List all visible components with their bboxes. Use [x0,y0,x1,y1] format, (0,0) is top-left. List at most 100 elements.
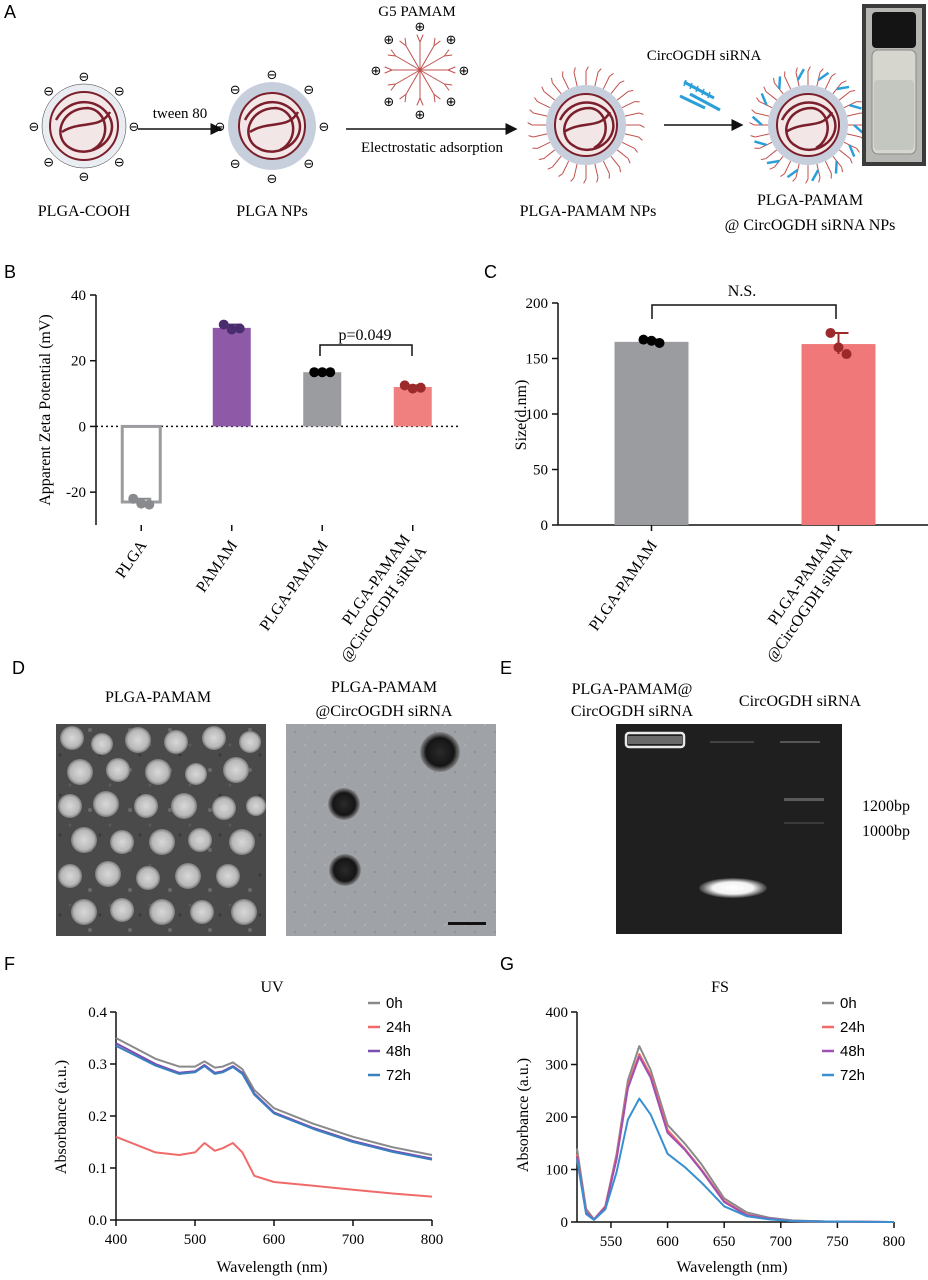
charge-icon: ⊖ [43,155,54,170]
dendrimer-branch [419,97,424,106]
pamam-fringe [596,177,599,183]
panel-c: C Size(d.nm) 200 150 100 50 0 PLGA-PAMAM PLGA-… [484,262,928,665]
dendrimer-branch [412,69,421,83]
y-tick-label: 50 [533,463,548,479]
g-title: FS [711,979,729,996]
pamam-fringe [562,76,570,90]
legend-label: 0h [386,995,403,1012]
charge-icon: ⊖ [267,172,278,187]
dendrimer-branch [443,49,450,57]
pamam-fringe [550,77,553,83]
y-tick-label: 150 [526,352,549,368]
dendrimer-branch [433,37,436,46]
tem-particle [185,763,207,785]
pamam-fringe [849,158,853,164]
pamam-fringe [616,149,629,160]
pamam-fringe [573,163,578,178]
g-ylabel: Absorbance (a.u.) [515,1058,532,1172]
sirna-fringe [834,160,838,174]
dendrimer-branch [405,81,414,95]
pamam-fringe [841,80,847,84]
dendrimer-branch [419,69,433,78]
y-tick-label: -20 [66,485,86,501]
dendrimer-branch [447,69,456,74]
tem-particle [188,828,212,852]
pamam-dendrimer: ⊕ ⊕ ⊕ ⊕ ⊕ ⊕ ⊕ ⊕ [371,20,470,123]
sirna-fringe [751,115,763,126]
data-point [415,382,426,393]
f-ylabel: Absorbance (a.u.) [53,1060,70,1174]
dendrimer-branch [412,57,421,71]
pamam-fringe [562,160,570,174]
pamam-fringe [610,155,621,168]
x-tick-label: 550 [600,1234,623,1250]
tem-particle [71,899,97,925]
pamam-fringe [780,173,785,177]
y-tick-label: 0 [541,518,549,534]
significance-bracket [319,344,413,356]
pamam-fringe [795,67,798,73]
dendrimer-branch [395,76,409,85]
d-title-2a: PLGA-PAMAM [331,679,437,696]
pamam-fringe [547,166,553,170]
marker-1000bp: 1000bp [862,823,910,840]
bar [801,344,876,525]
label-final-1: PLGA-PAMAM [757,192,863,209]
pamam-fringe [551,155,562,168]
pamam-fringe [619,80,625,84]
dendrimer-branch [387,83,396,86]
x-tick-label: 600 [656,1234,679,1250]
pamam-fringe [838,90,851,101]
dendrimer-branch [390,83,397,91]
x-tick-label: 700 [342,1232,365,1248]
f-xlabel: Wavelength (nm) [216,1259,327,1276]
panel-letter-c: C [484,262,497,282]
dendrimer-branch [419,62,433,71]
pamam-fringe [846,133,861,138]
charge-markers-2: ⊖ ⊖ ⊖ ⊖ ⊖ ⊖ ⊖ ⊖ [215,68,330,187]
pamam-fringe [543,149,556,160]
x-tick-label: 650 [713,1234,736,1250]
dendrimer-branch [431,55,445,64]
pamam-fringe [755,133,770,138]
c-ylabel: Size(d.nm) [513,380,530,451]
dendrimer-branch [433,40,441,47]
tem-particle [91,733,113,755]
pamam-fringe [585,66,589,72]
data-point [841,349,852,360]
pamam-fringe [616,90,629,101]
charge-icon: ⊕ [371,64,382,79]
x-tick-label: 600 [263,1232,286,1248]
sirna-fringe [754,140,767,147]
charge-icon: ⊖ [129,120,140,135]
pamam-fringe [573,72,578,87]
y-tick-label: 0.0 [88,1213,107,1229]
x-tick-label: 800 [883,1234,906,1250]
sirna-fringe [849,103,862,110]
sirna-fringe [778,76,782,90]
x-tick-label: 700 [770,1234,793,1250]
series-line-72h [576,1097,895,1223]
y-tick-label: 0.2 [88,1109,107,1125]
data-point [234,323,245,334]
dendrimer-branch [405,45,414,59]
y-tick-label: 20 [71,354,86,370]
charge-icon: ⊖ [319,120,330,135]
pamam-fringe [533,133,548,138]
charge-icon: ⊕ [446,33,457,48]
dendrimer-branch [443,83,450,91]
x-tick-label: PAMAM [193,538,241,596]
tween-label: tween 80 [153,106,208,122]
charge-icon: ⊖ [303,157,314,172]
marker-1200bp: 1200bp [862,798,910,815]
pamam-fringe [602,160,610,174]
c-ns: N.S. [728,283,756,300]
f-title: UV [260,979,284,996]
scale-bar [448,922,486,925]
legend-label: 72h [840,1067,865,1084]
e-lane1-a: PLGA-PAMAM@ [572,681,693,698]
pamam-fringe [765,149,778,160]
dendrimer-branch [426,45,435,59]
dendrimer-branch [416,34,421,43]
d-title-1: PLGA-PAMAM [105,689,211,706]
